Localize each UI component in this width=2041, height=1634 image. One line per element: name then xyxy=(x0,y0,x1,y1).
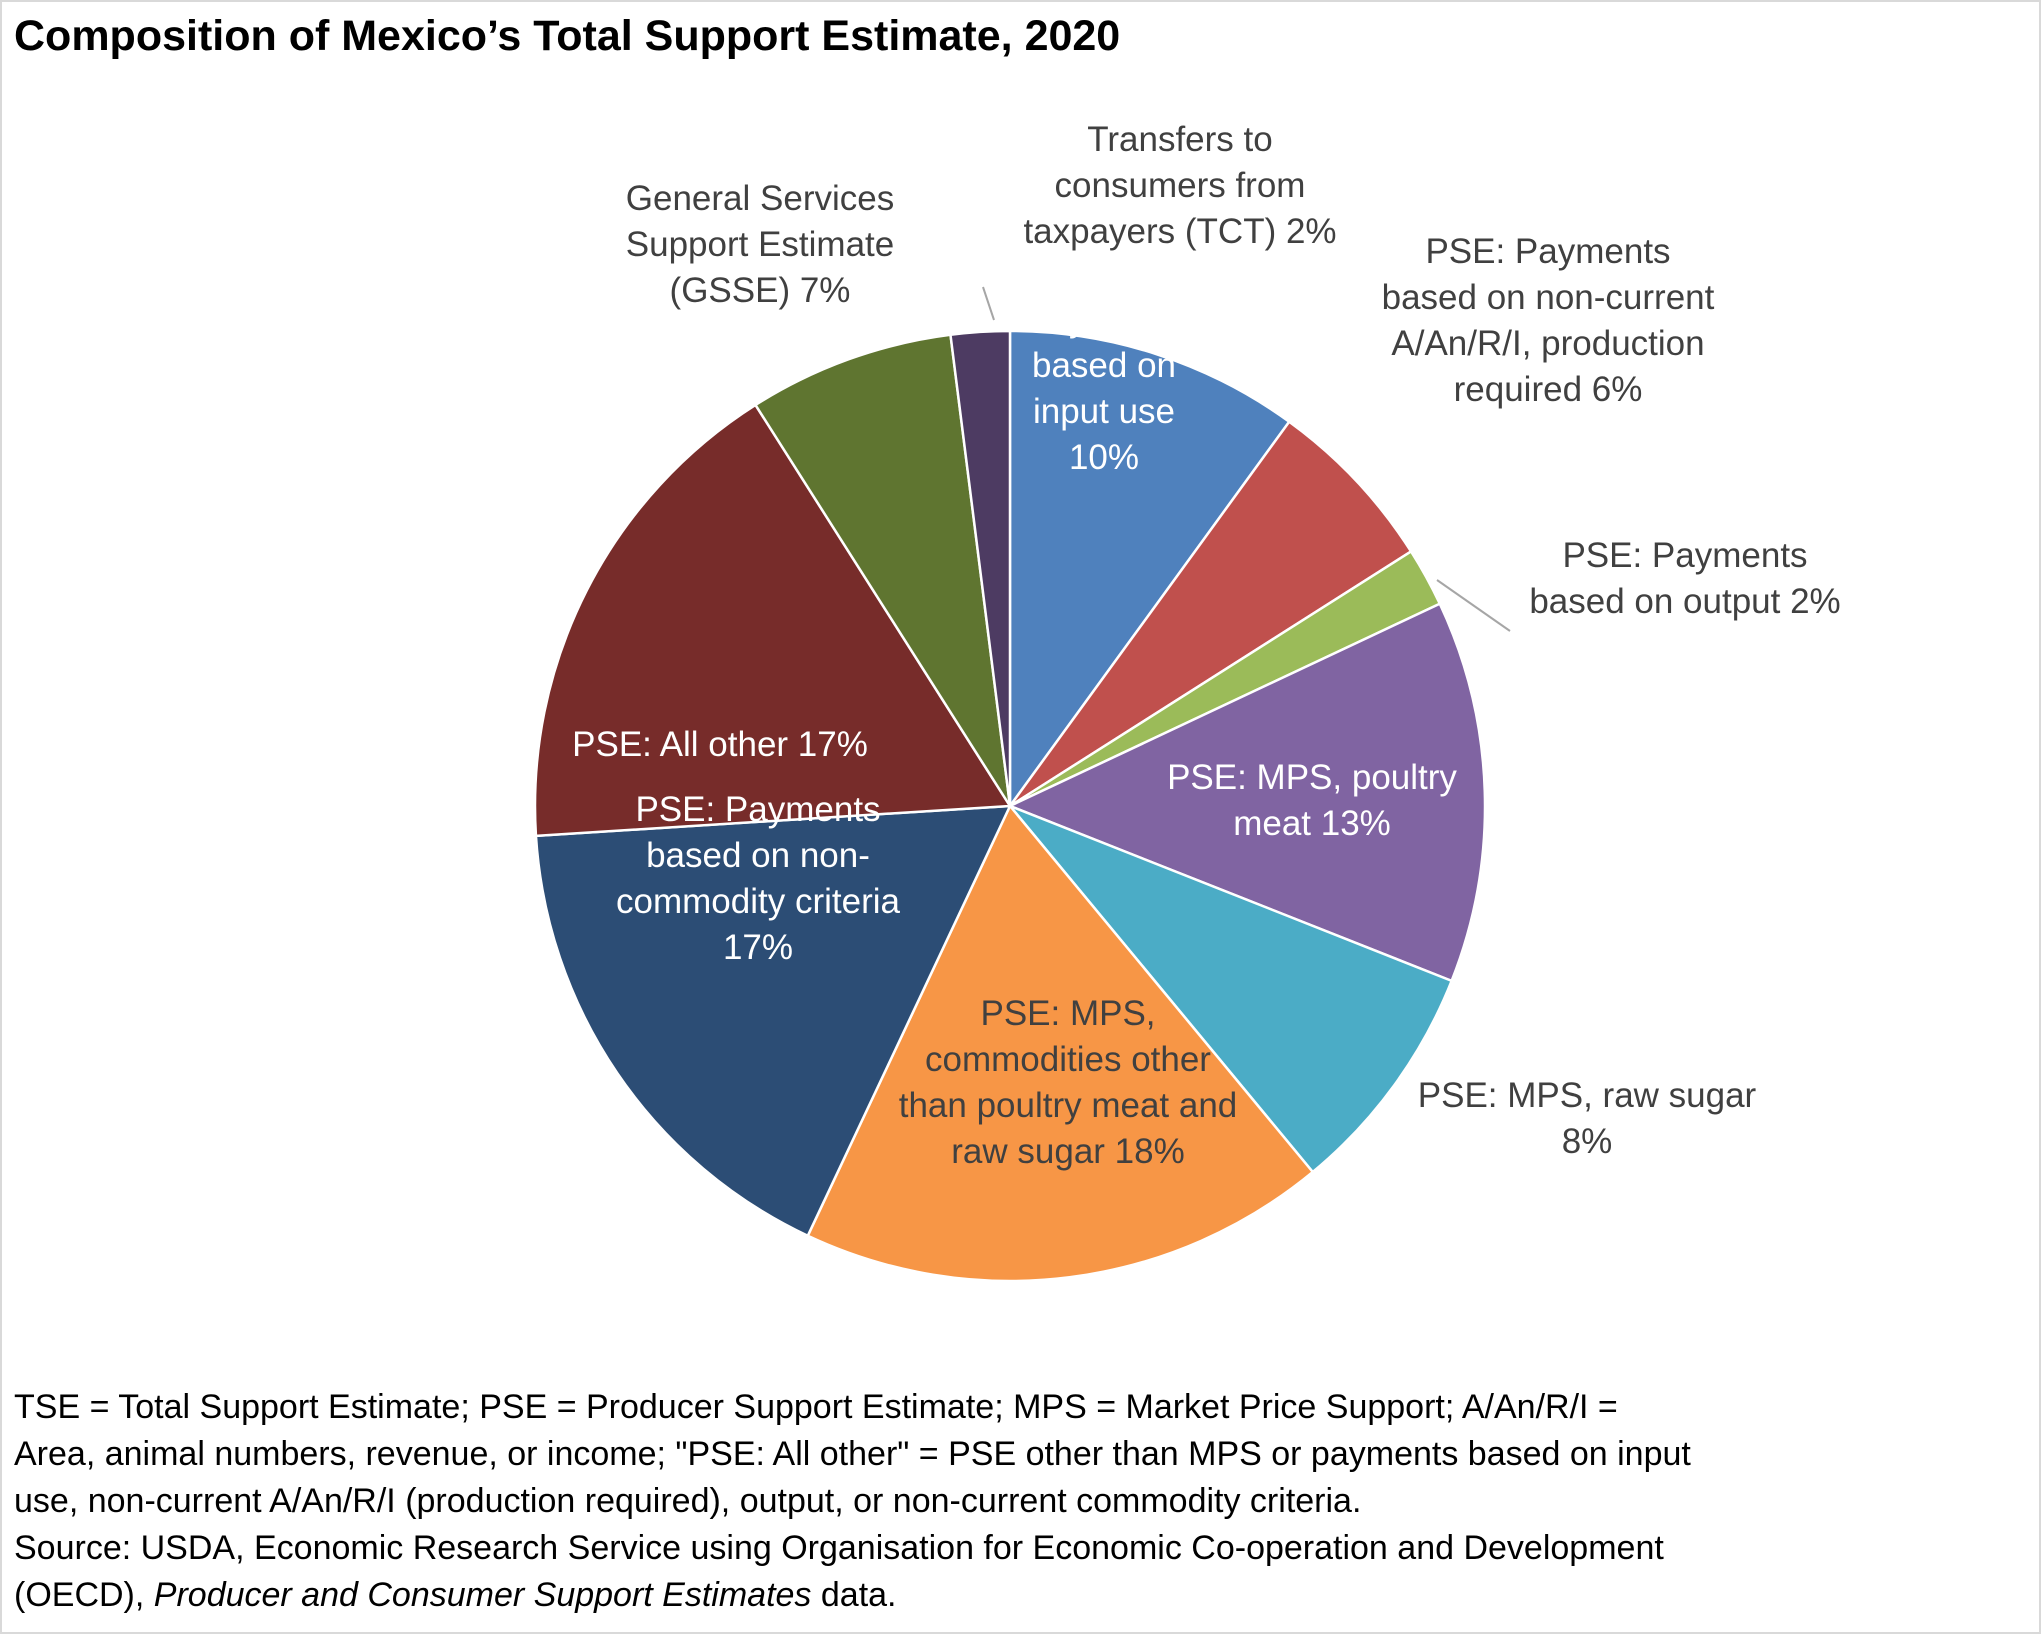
source-suffix: data. xyxy=(811,1576,897,1614)
source-prefix: (OECD), xyxy=(14,1576,154,1614)
leader-line xyxy=(1436,579,1511,632)
chart-notes: TSE = Total Support Estimate; PSE = Prod… xyxy=(14,1384,2014,1619)
slice-data-label: PSE: Payments based on output 2% xyxy=(1529,536,1840,621)
pie-slice xyxy=(806,804,1315,1283)
slice-data-label: PSE: MPS, commodities other than poultry m… xyxy=(899,994,1238,1171)
slice-data-label: PSE: Payments based on non-current A/An/R/… xyxy=(1382,232,1715,409)
pie-slice xyxy=(1008,329,1291,808)
slice-data-label: PSE: All other 17% xyxy=(572,725,868,764)
pie-slice xyxy=(1008,804,1453,1174)
pie-slice xyxy=(533,403,1012,838)
pie-slice xyxy=(754,333,1012,808)
slice-data-label: Transfers to consumers from taxpayers (TCT… xyxy=(1023,120,1336,251)
slice-data-label: General Services Support Estimate (GSSE) 7… xyxy=(626,179,894,310)
slice-data-label: PSE: MPS, poultry meat 13% xyxy=(1167,758,1457,843)
source-dataset: Producer and Consumer Support Estimates xyxy=(153,1576,812,1614)
leader-line xyxy=(982,286,995,321)
note-line: use, non-current A/An/R/I (production re… xyxy=(14,1482,1362,1520)
note-line: TSE = Total Support Estimate; PSE = Prod… xyxy=(14,1388,1618,1426)
pie-slice xyxy=(1008,602,1487,983)
note-line: Area, animal numbers, revenue, or income… xyxy=(14,1435,1691,1473)
slice-data-label: PSE: Payments based on non-commodity crit… xyxy=(616,790,900,967)
pie-slice xyxy=(949,329,1012,808)
source-line: (OECD), Producer and Consumer Support Es… xyxy=(14,1572,2014,1619)
slice-data-label: PSE: MPS, raw sugar 8% xyxy=(1418,1076,1757,1161)
slice-data-label: PSE: Payments based on input use 10% xyxy=(1026,254,1182,477)
pie-slice xyxy=(534,804,1012,1238)
pie-slice xyxy=(1008,420,1413,808)
chart-title: Composition of Mexico’s Total Support Es… xyxy=(14,12,1121,60)
source-line: Source: USDA, Economic Research Service … xyxy=(14,1529,1664,1567)
